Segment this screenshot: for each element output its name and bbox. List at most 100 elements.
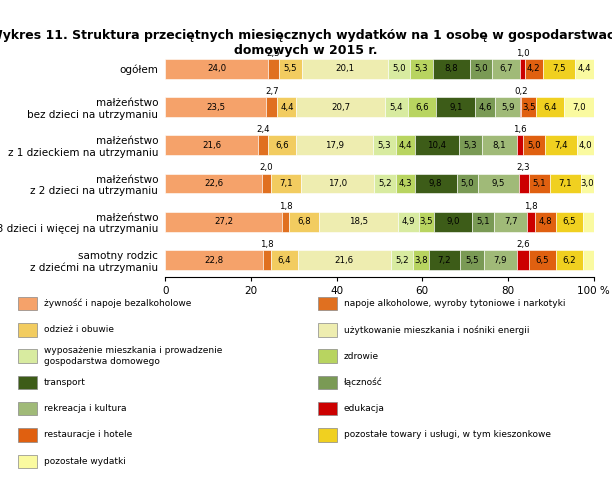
Bar [413, 250, 429, 270]
Text: pozostałe towary i usługi, w tym kieszonkowe: pozostałe towary i usługi, w tym kieszon… [344, 431, 551, 439]
Text: 9,0: 9,0 [446, 217, 460, 226]
Text: 1,8: 1,8 [260, 240, 274, 249]
Bar [298, 250, 390, 270]
Bar [385, 97, 408, 117]
Text: 4,8: 4,8 [539, 217, 552, 226]
Bar [521, 97, 536, 117]
Text: 22,6: 22,6 [204, 179, 223, 188]
Text: 10,4: 10,4 [427, 141, 446, 150]
Bar [374, 174, 396, 194]
Bar [543, 59, 575, 79]
Text: 4,3: 4,3 [398, 179, 412, 188]
Text: odzież i obuwie: odzież i obuwie [44, 326, 114, 334]
Bar [262, 174, 271, 194]
Text: 5,3: 5,3 [464, 141, 477, 150]
Text: żywność i napoje bezalkoholowe: żywność i napoje bezalkoholowe [44, 299, 192, 308]
Text: 7,1: 7,1 [279, 179, 293, 188]
Bar [268, 59, 279, 79]
Text: 6,7: 6,7 [499, 65, 513, 73]
Text: 6,5: 6,5 [536, 256, 549, 264]
Text: 7,9: 7,9 [494, 256, 507, 264]
Bar [495, 97, 520, 117]
Text: 2,7: 2,7 [265, 87, 278, 96]
Text: 1,0: 1,0 [516, 49, 529, 58]
Text: 22,8: 22,8 [204, 256, 223, 264]
Text: 21,6: 21,6 [202, 141, 221, 150]
Bar [536, 97, 564, 117]
Text: 2,6: 2,6 [516, 240, 530, 249]
Text: 4,4: 4,4 [280, 103, 294, 111]
Bar [408, 97, 436, 117]
Bar [165, 250, 263, 270]
Text: 7,7: 7,7 [504, 217, 518, 226]
Text: 2,5: 2,5 [267, 49, 280, 58]
Text: 1,8: 1,8 [279, 202, 293, 211]
Text: 8,8: 8,8 [444, 65, 458, 73]
Text: 5,0: 5,0 [392, 65, 406, 73]
Bar [523, 135, 545, 155]
Bar [302, 59, 389, 79]
Text: 23,5: 23,5 [206, 103, 225, 111]
Bar [410, 59, 433, 79]
Text: 6,6: 6,6 [416, 103, 429, 111]
Text: 4,2: 4,2 [527, 65, 540, 73]
Text: 24,0: 24,0 [207, 65, 226, 73]
Bar [258, 135, 268, 155]
Bar [517, 135, 523, 155]
Text: 5,5: 5,5 [284, 65, 297, 73]
Bar [396, 174, 414, 194]
Bar [483, 250, 517, 270]
Text: 5,0: 5,0 [528, 141, 541, 150]
Text: 4,0: 4,0 [578, 141, 592, 150]
Text: 5,1: 5,1 [477, 217, 490, 226]
Text: 4,4: 4,4 [398, 141, 412, 150]
Text: 6,4: 6,4 [277, 256, 291, 264]
Bar [491, 59, 520, 79]
Text: Wykres 11. Struktura przeciętnych miesięcznych wydatków na 1 osobę w gospodarstw: Wykres 11. Struktura przeciętnych miesię… [0, 29, 612, 57]
Bar [478, 174, 518, 194]
Bar [266, 97, 277, 117]
Text: 4,9: 4,9 [401, 217, 415, 226]
Bar [419, 212, 434, 232]
Bar [556, 212, 583, 232]
Bar [529, 250, 556, 270]
Bar [434, 212, 472, 232]
Bar [277, 97, 296, 117]
Bar [575, 59, 594, 79]
Text: 4,4: 4,4 [577, 65, 591, 73]
Bar [550, 174, 581, 194]
Text: 6,4: 6,4 [543, 103, 557, 111]
Text: 3,5: 3,5 [522, 103, 536, 111]
Bar [519, 174, 529, 194]
Text: 5,2: 5,2 [395, 256, 409, 264]
Bar [529, 174, 550, 194]
Text: 5,2: 5,2 [378, 179, 392, 188]
Bar [165, 97, 266, 117]
Bar [520, 59, 524, 79]
Bar [389, 59, 410, 79]
Text: 7,2: 7,2 [438, 256, 452, 264]
Text: 7,4: 7,4 [554, 141, 567, 150]
Text: 0,2: 0,2 [514, 87, 528, 96]
Bar [268, 135, 296, 155]
Bar [396, 135, 414, 155]
Bar [459, 135, 482, 155]
Bar [583, 212, 594, 232]
Bar [433, 59, 470, 79]
Text: transport: transport [44, 378, 86, 387]
Bar [271, 174, 301, 194]
Text: 5,3: 5,3 [414, 65, 428, 73]
Bar [517, 250, 529, 270]
Bar [390, 250, 413, 270]
Bar [457, 174, 478, 194]
Text: 6,2: 6,2 [563, 256, 577, 264]
Text: 5,0: 5,0 [460, 179, 474, 188]
Text: 1,6: 1,6 [513, 125, 527, 134]
Text: edukacja: edukacja [344, 404, 385, 413]
Text: wyposażenie mieszkania i prowadzenie
gospodarstwa domowego: wyposażenie mieszkania i prowadzenie gos… [44, 347, 222, 366]
Text: rekreacja i kultura: rekreacja i kultura [44, 404, 127, 413]
Text: 1,8: 1,8 [524, 202, 538, 211]
Bar [414, 135, 459, 155]
Text: zdrowie: zdrowie [344, 352, 379, 360]
Text: 5,3: 5,3 [378, 141, 391, 150]
